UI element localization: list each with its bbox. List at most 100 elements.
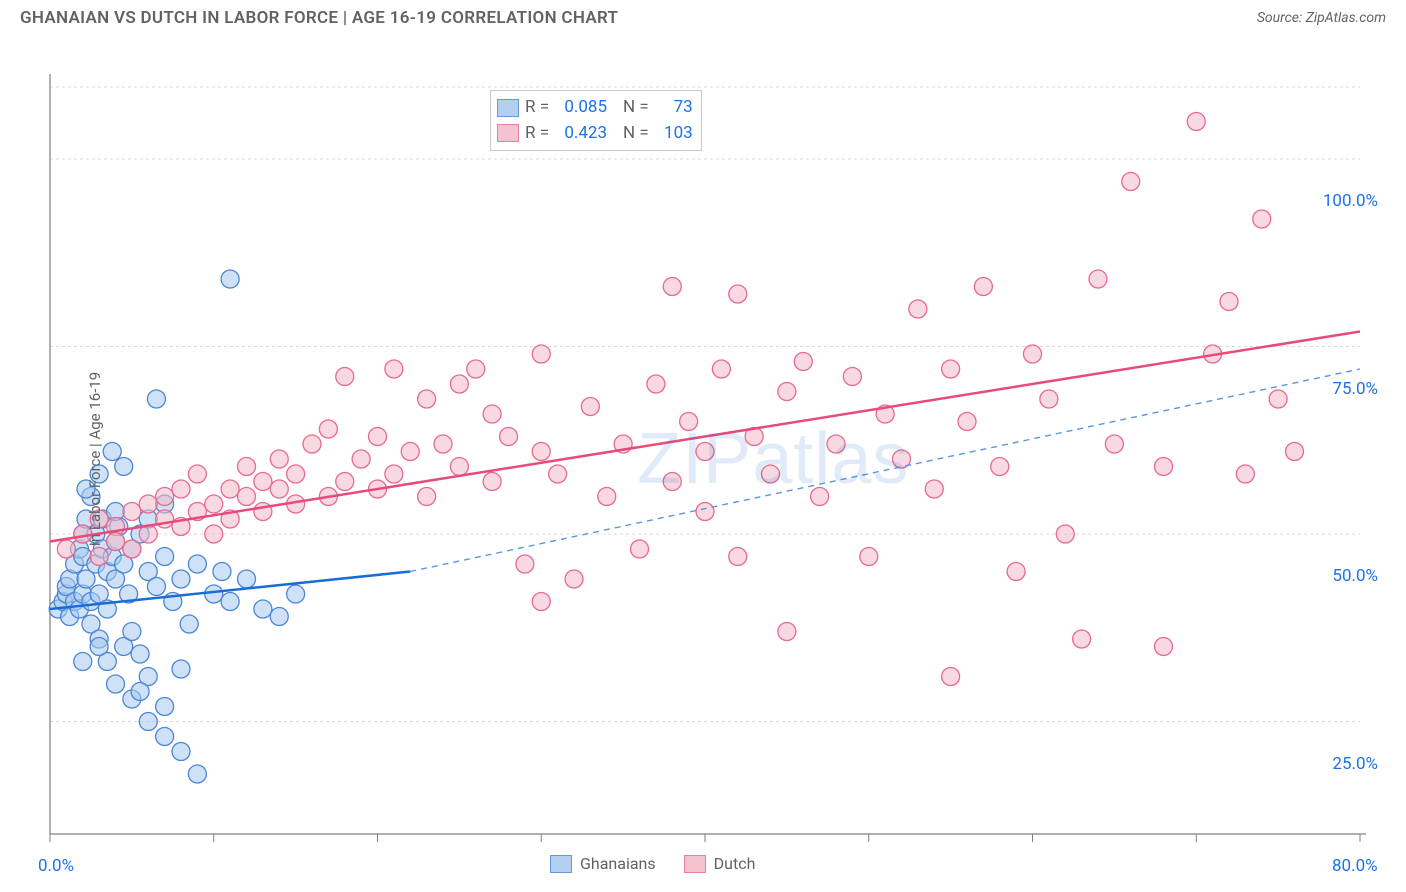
scatter-point: [1007, 563, 1025, 581]
scatter-point: [336, 473, 354, 491]
scatter-point: [172, 660, 190, 678]
scatter-point: [270, 608, 288, 626]
scatter-point: [925, 480, 943, 498]
scatter-point: [712, 360, 730, 378]
scatter-point: [303, 435, 321, 453]
legend-item: Dutch: [684, 854, 756, 873]
x-axis-max-label: 80.0%: [1332, 856, 1378, 876]
scatter-point: [180, 615, 198, 633]
scatter-point: [778, 383, 796, 401]
scatter-point: [103, 443, 121, 461]
scatter-point: [1155, 638, 1173, 656]
scatter-point: [1073, 630, 1091, 648]
scatter-point: [729, 548, 747, 566]
scatter-point: [270, 450, 288, 468]
scatter-point: [147, 578, 165, 596]
scatter-point: [287, 585, 305, 603]
n-label: N =: [623, 121, 649, 147]
scatter-point: [172, 743, 190, 761]
legend-swatch: [550, 855, 572, 873]
n-label: N =: [623, 95, 649, 121]
scatter-point: [147, 390, 165, 408]
x-axis-min-label: 0.0%: [38, 856, 74, 876]
scatter-point: [516, 555, 534, 573]
scatter-point: [238, 570, 256, 588]
scatter-point: [188, 555, 206, 573]
scatter-point: [418, 488, 436, 506]
scatter-point: [123, 503, 141, 521]
scatter-point: [1286, 443, 1304, 461]
scatter-point: [532, 593, 550, 611]
scatter-point: [107, 675, 125, 693]
y-axis-tick-label: 50.0%: [1332, 566, 1378, 586]
scatter-point: [1040, 390, 1058, 408]
scatter-point: [434, 435, 452, 453]
n-value: 73: [655, 95, 693, 121]
legend-swatch: [684, 855, 706, 873]
scatter-point: [385, 360, 403, 378]
scatter-point: [598, 488, 616, 506]
scatter-point: [172, 570, 190, 588]
scatter-point: [369, 428, 387, 446]
scatter-point: [909, 300, 927, 318]
scatter-point: [213, 563, 231, 581]
scatter-point: [1089, 270, 1107, 288]
scatter-point: [696, 443, 714, 461]
scatter-point: [450, 458, 468, 476]
scatter-point: [107, 533, 125, 551]
y-axis-tick-label: 75.0%: [1332, 379, 1378, 399]
r-value: 0.085: [555, 95, 607, 121]
scatter-point: [450, 375, 468, 393]
scatter-point: [532, 345, 550, 363]
scatter-point: [205, 585, 223, 603]
scatter-point: [156, 548, 174, 566]
scatter-point: [156, 698, 174, 716]
r-label: R =: [525, 95, 549, 121]
scatter-point: [581, 398, 599, 416]
scatter-point: [221, 270, 239, 288]
r-value: 0.423: [555, 121, 607, 147]
scatter-point: [843, 368, 861, 386]
scatter-point: [500, 428, 518, 446]
legend: GhanaiansDutch: [550, 854, 755, 873]
scatter-point: [254, 600, 272, 618]
scatter-point: [123, 540, 141, 558]
scatter-point: [1122, 173, 1140, 191]
scatter-point: [1105, 435, 1123, 453]
scatter-point: [401, 443, 419, 461]
source-attribution: Source: ZipAtlas.com: [1257, 10, 1386, 26]
scatter-point: [287, 465, 305, 483]
scatter-point: [696, 503, 714, 521]
scatter-point: [1236, 465, 1254, 483]
scatter-point: [1253, 210, 1271, 228]
scatter-point: [336, 368, 354, 386]
scatter-point: [254, 473, 272, 491]
scatter-point: [942, 668, 960, 686]
scatter-point: [139, 713, 157, 731]
scatter-point: [205, 495, 223, 513]
scatter-point: [156, 728, 174, 746]
scatter-point: [131, 683, 149, 701]
stats-row: R =0.085 N =73: [497, 95, 693, 121]
scatter-point: [1269, 390, 1287, 408]
scatter-point: [188, 465, 206, 483]
scatter-point: [90, 638, 108, 656]
n-value: 103: [655, 121, 693, 147]
scatter-point: [221, 480, 239, 498]
scatter-point: [1056, 525, 1074, 543]
scatter-point: [1220, 293, 1238, 311]
stats-row: R =0.423N =103: [497, 121, 693, 147]
scatter-point: [827, 435, 845, 453]
scatter-point: [778, 623, 796, 641]
scatter-point: [794, 353, 812, 371]
scatter-point: [483, 405, 501, 423]
scatter-point: [74, 653, 92, 671]
scatter-point: [991, 458, 1009, 476]
scatter-point: [860, 548, 878, 566]
scatter-point: [172, 480, 190, 498]
scatter-chart-svg: [0, 34, 1406, 884]
scatter-point: [942, 360, 960, 378]
scatter-point: [418, 390, 436, 408]
scatter-point: [467, 360, 485, 378]
scatter-point: [974, 278, 992, 296]
